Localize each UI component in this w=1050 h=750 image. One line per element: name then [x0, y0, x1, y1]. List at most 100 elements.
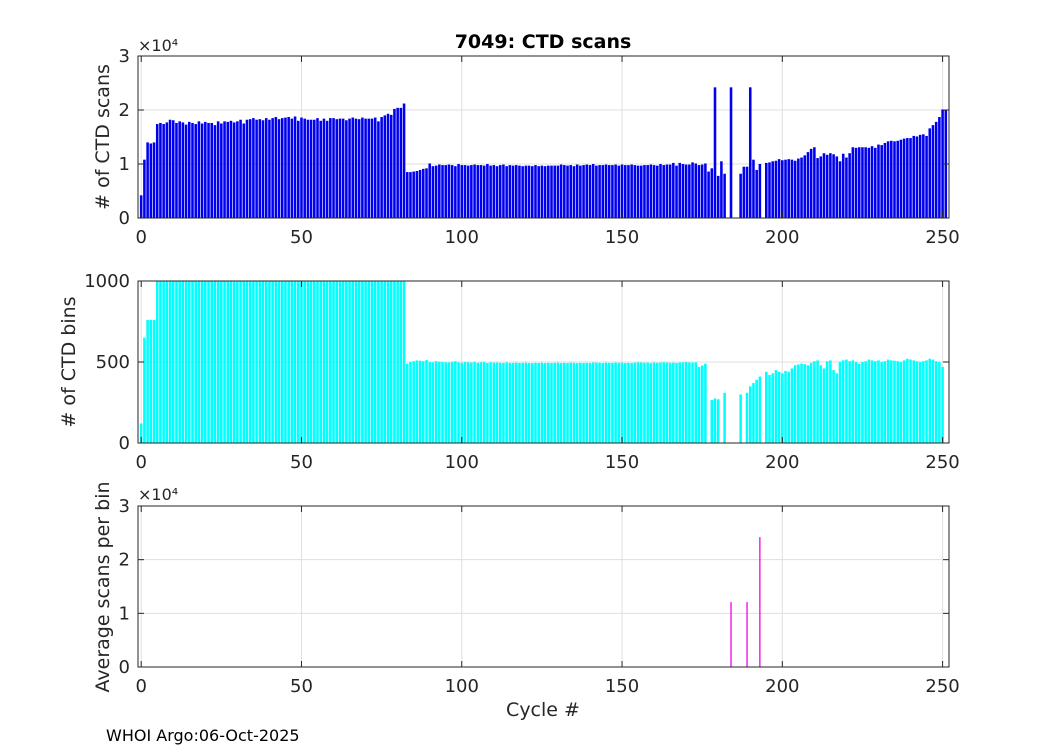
bar-scans-cycle-175	[700, 164, 704, 218]
bar-bins-cycle-233	[886, 359, 890, 443]
bar-scans-cycle-172	[691, 162, 694, 218]
bar-bins-cycle-105	[476, 362, 480, 443]
bar-bins-cycle-83	[405, 363, 409, 443]
bar-bins-cycle-163	[662, 362, 665, 443]
bar-scans-cycle-143	[598, 165, 601, 218]
y-tick-label: 3	[119, 46, 130, 67]
bar-avg-cycle-184	[730, 602, 732, 667]
bar-bins-cycle-224	[857, 363, 861, 443]
bar-scans-cycle-80	[396, 107, 399, 218]
bar-avg-cycle-189	[746, 602, 748, 667]
x-tick-label: 250	[925, 227, 959, 248]
bar-scans-cycle-122	[531, 166, 534, 218]
bar-scans-cycle-53	[309, 119, 313, 218]
bar-scans-cycle-32	[242, 123, 246, 218]
bar-bins-cycle-89	[425, 360, 428, 443]
bar-scans-cycle-188	[742, 166, 746, 218]
bar-scans-cycle-250	[941, 109, 944, 218]
bar-bins-cycle-88	[422, 361, 425, 443]
bar-bins-cycle-1	[143, 337, 146, 443]
bar-bins-cycle-33	[245, 281, 249, 443]
bar-bins-cycle-182	[723, 392, 726, 443]
bar-bins-cycle-238	[902, 360, 906, 443]
bar-bins-cycle-95	[444, 362, 448, 443]
bar-scans-cycle-3	[149, 143, 153, 218]
bar-scans-cycle-181	[720, 161, 723, 218]
bar-scans-cycle-119	[521, 166, 524, 218]
bar-bins-cycle-84	[409, 362, 412, 443]
bar-bins-cycle-56	[319, 281, 322, 443]
bar-scans-cycle-72	[370, 118, 374, 218]
bar-bins-cycle-199	[777, 371, 781, 443]
bar-bins-cycle-156	[639, 362, 643, 443]
bar-bins-cycle-22	[210, 281, 214, 443]
bar-bins-cycle-249	[938, 362, 941, 443]
bar-bins-cycle-228	[870, 360, 874, 443]
bar-scans-cycle-7	[162, 124, 165, 218]
bar-scans-cycle-139	[585, 164, 589, 218]
bar-scans-cycle-62	[338, 118, 342, 218]
bar-scans-cycle-142	[595, 165, 598, 218]
bar-bins-cycle-138	[582, 362, 585, 443]
xaxis-label: Cycle #	[506, 699, 580, 721]
bar-bins-cycle-153	[630, 362, 633, 443]
bar-scans-cycle-89	[425, 168, 428, 218]
bar-bins-cycle-223	[854, 362, 858, 443]
bar-scans-cycle-248	[934, 121, 938, 218]
bar-scans-cycle-92	[434, 165, 438, 218]
bar-scans-cycle-10	[171, 120, 175, 218]
y-tick-label: 2	[119, 550, 130, 571]
bar-bins-cycle-202	[787, 371, 790, 443]
bar-bins-cycle-174	[697, 366, 701, 443]
bar-scans-cycle-190	[748, 87, 752, 218]
bar-bins-cycle-123	[534, 362, 537, 443]
bar-bins-cycle-24	[216, 281, 220, 443]
bar-bins-cycle-169	[681, 362, 685, 443]
bar-scans-cycle-67	[354, 118, 358, 218]
bar-scans-cycle-199	[777, 159, 781, 218]
bar-bins-cycle-23	[213, 281, 217, 443]
bar-scans-cycle-56	[319, 120, 322, 218]
bar-scans-cycle-98	[454, 166, 457, 218]
bar-bins-cycle-29	[232, 281, 236, 443]
bar-bins-cycle-198	[774, 370, 778, 443]
bar-bins-cycle-32	[242, 281, 246, 443]
axes-box	[137, 55, 950, 219]
bar-scans-cycle-107	[482, 165, 486, 218]
bar-scans-cycle-115	[508, 165, 512, 218]
bar-bins-cycle-93	[438, 361, 441, 443]
bar-scans-cycle-145	[604, 164, 608, 218]
bar-bins-cycle-121	[527, 362, 531, 443]
bar-bins-cycle-20	[204, 281, 207, 443]
bar-bins-cycle-212	[819, 365, 823, 443]
bar-scans-cycle-103	[470, 165, 473, 218]
bar-bins-cycle-190	[748, 386, 752, 443]
x-tick-label: 250	[925, 452, 959, 473]
bar-scans-cycle-221	[848, 153, 851, 218]
bar-bins-cycle-131	[559, 362, 563, 443]
bar-bins-cycle-10	[171, 281, 175, 443]
bar-bins-cycle-128	[550, 362, 553, 443]
bar-avg-cycle-193	[759, 537, 761, 667]
bar-scans-cycle-18	[197, 121, 201, 218]
bar-bins-cycle-96	[447, 362, 451, 443]
bar-bins-cycle-65	[348, 281, 351, 443]
bar-bins-cycle-38	[261, 281, 265, 443]
bar-scans-cycle-247	[931, 125, 935, 218]
bar-bins-cycle-7	[162, 281, 165, 443]
bar-scans-cycle-49	[296, 120, 300, 218]
x-tick-label: 0	[135, 227, 146, 248]
bar-bins-cycle-201	[784, 370, 787, 443]
bar-bins-cycle-180	[716, 399, 720, 443]
bar-scans-cycle-212	[819, 156, 823, 218]
bar-bins-cycle-116	[511, 362, 515, 443]
bar-scans-cycle-87	[418, 169, 422, 218]
bar-scans-cycle-95	[444, 165, 448, 218]
bar-scans-cycle-54	[313, 119, 316, 218]
bar-scans-cycle-40	[268, 119, 271, 218]
bar-scans-cycle-57	[322, 118, 326, 218]
bar-scans-cycle-242	[915, 136, 919, 218]
bar-scans-cycle-112	[498, 165, 502, 218]
bar-scans-cycle-70	[364, 118, 367, 218]
bar-scans-cycle-30	[236, 121, 239, 218]
